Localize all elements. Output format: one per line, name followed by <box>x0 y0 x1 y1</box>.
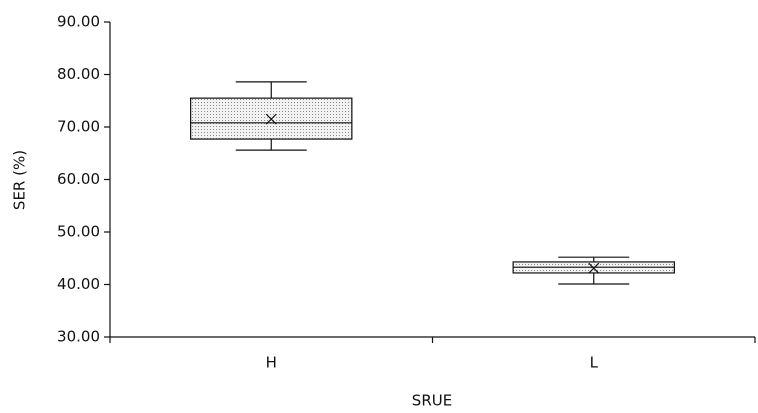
y-tick-label: 30.00 <box>57 328 100 346</box>
x-tick-label: H <box>266 354 277 372</box>
x-axis-label: SRUE <box>412 392 452 410</box>
y-tick-label: 80.00 <box>57 65 100 83</box>
y-tick-label: 90.00 <box>57 13 100 31</box>
mean-marker <box>588 262 600 274</box>
mean-marker <box>265 113 277 125</box>
y-tick-label: 70.00 <box>57 118 100 136</box>
y-tick-label: 60.00 <box>57 170 100 188</box>
x-tick-label: L <box>590 354 599 372</box>
y-tick-label: 40.00 <box>57 275 100 293</box>
y-axis-label: SER (%) <box>11 150 29 210</box>
y-tick-label: 50.00 <box>57 223 100 241</box>
